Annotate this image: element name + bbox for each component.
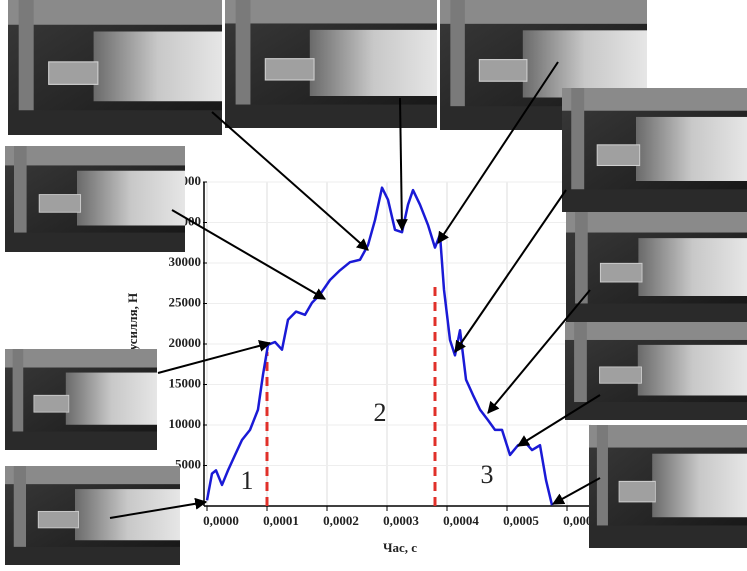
y-tick-label: 25000 <box>169 294 202 309</box>
x-tick-label: 0,0004 <box>443 513 479 528</box>
photo <box>566 212 747 324</box>
x-axis-label: Час, с <box>383 540 417 555</box>
y-tick-label: 20000 <box>169 335 202 350</box>
arrow <box>518 395 600 446</box>
arrow <box>212 112 368 250</box>
x-tick-label: 0,0005 <box>503 513 539 528</box>
region-label: 1 <box>241 466 254 495</box>
photo <box>589 425 747 548</box>
photo <box>565 322 747 420</box>
y-tick-label: 10000 <box>169 416 202 431</box>
photo <box>562 88 747 212</box>
photo <box>5 146 185 252</box>
y-tick-label: 15000 <box>169 375 202 390</box>
region-label: 3 <box>481 460 494 489</box>
figure: 0,00000,00010,00020,00030,00040,00050,00… <box>0 0 747 571</box>
photo <box>8 0 222 135</box>
x-tick-label: 0,0000 <box>203 513 239 528</box>
photo <box>5 466 180 565</box>
photos <box>5 0 747 565</box>
photo <box>225 0 437 128</box>
y-tick-label: 30000 <box>169 254 202 269</box>
region-label: 2 <box>374 398 387 427</box>
photo <box>5 349 157 450</box>
x-tick-label: 0,0003 <box>383 513 419 528</box>
y-axis-label: Зусилля, Н <box>125 293 140 357</box>
arrow <box>455 190 566 352</box>
x-tick-label: 0,0001 <box>263 513 299 528</box>
x-tick-label: 0,0002 <box>323 513 359 528</box>
